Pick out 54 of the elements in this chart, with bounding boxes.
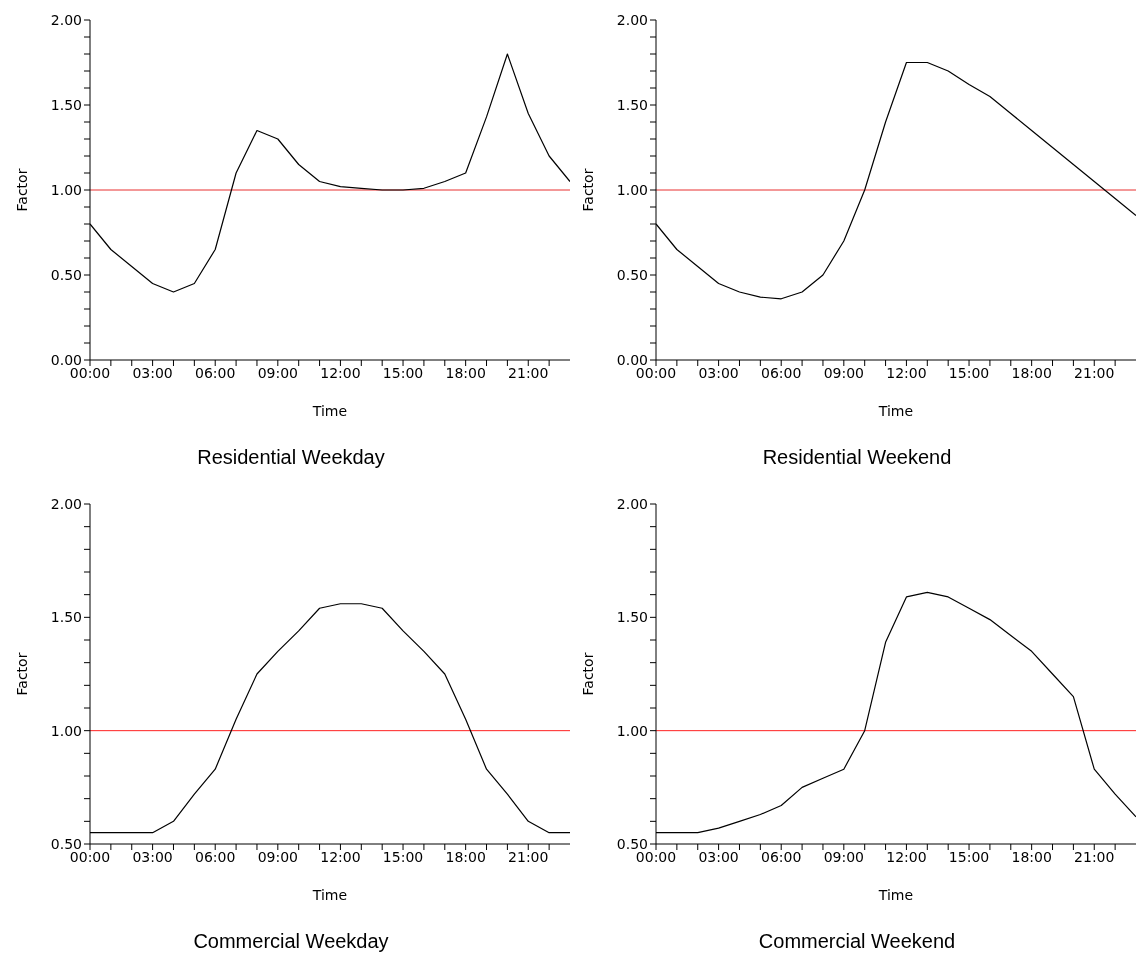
x-tick-label: 12:00	[320, 848, 361, 865]
y-tick-label: 0.50	[616, 266, 648, 283]
y-tick-label: 1.00	[50, 722, 82, 739]
y-tick-label: 1.50	[616, 96, 648, 113]
y-tick-label: 1.00	[50, 181, 82, 198]
x-tick-label: 15:00	[948, 848, 990, 865]
y-tick-label: 2.00	[616, 495, 648, 512]
x-tick-label: 18:00	[1011, 848, 1052, 865]
text: Commercial Weekday	[192, 930, 390, 953]
y-tick-label: 2.00	[50, 11, 82, 28]
y-tick-label: 2.00	[616, 11, 648, 28]
y-tick-label: 1.50	[50, 96, 82, 113]
y-axis-title: Factor	[579, 652, 596, 696]
x-tick-label: 15:00	[382, 848, 424, 865]
x-tick-label: 15:00	[382, 364, 424, 381]
x-axis-title: Time	[311, 887, 348, 903]
x-tick-label: 12:00	[886, 848, 927, 865]
x-tick-label: 21:00	[508, 848, 549, 865]
y-tick-label: 1.00	[616, 722, 648, 739]
x-tick-label: 18:00	[1011, 364, 1052, 381]
x-tick-label: 03:00	[132, 364, 173, 381]
text: Commercial Weekend	[757, 930, 957, 953]
x-tick-label: 06:00	[761, 848, 802, 865]
x-tick-label: 09:00	[257, 364, 299, 381]
x-tick-label: 21:00	[508, 364, 549, 381]
y-tick-label: 1.50	[50, 609, 82, 626]
x-tick-label: 12:00	[886, 364, 927, 381]
x-axis-title: Time	[311, 403, 348, 419]
y-axis-title: Factor	[579, 168, 596, 212]
y-tick-label: 1.00	[616, 181, 648, 198]
x-axis-title: Time	[877, 403, 914, 419]
x-tick-label: 09:00	[823, 364, 865, 381]
x-tick-label: 12:00	[320, 364, 361, 381]
x-axis-title: Time	[877, 887, 914, 903]
x-tick-label: 03:00	[698, 848, 739, 865]
x-tick-label: 03:00	[132, 848, 173, 865]
x-tick-label: 15:00	[948, 364, 990, 381]
x-tick-label: 06:00	[761, 364, 802, 381]
text: Residential Weekend	[761, 446, 953, 469]
y-axis-title: Factor	[13, 168, 30, 212]
x-tick-label: 21:00	[1074, 848, 1115, 865]
x-tick-label: 09:00	[823, 848, 865, 865]
text: Residential Weekday	[196, 446, 386, 469]
x-tick-label: 06:00	[195, 848, 236, 865]
y-tick-label: 0.50	[50, 266, 82, 283]
x-tick-label: 18:00	[445, 848, 486, 865]
x-tick-label: 03:00	[698, 364, 739, 381]
x-tick-label: 09:00	[257, 848, 299, 865]
y-tick-label: 1.50	[616, 609, 648, 626]
x-tick-label: 06:00	[195, 364, 236, 381]
x-tick-label: 21:00	[1074, 364, 1115, 381]
x-tick-label: 18:00	[445, 364, 486, 381]
y-tick-label: 2.00	[50, 495, 82, 512]
y-axis-title: Factor	[13, 652, 30, 696]
